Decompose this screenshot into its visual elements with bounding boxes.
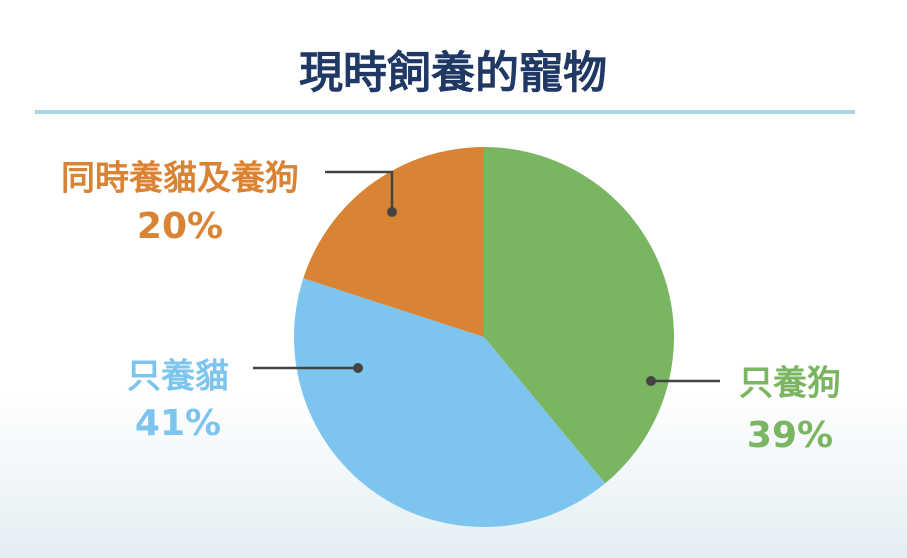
category-label: 只養貓 [127, 357, 229, 397]
value-label: 20% [137, 206, 223, 247]
category-label: 只養狗 [739, 364, 841, 404]
chart-title: 現時飼養的寵物 [299, 48, 607, 99]
value-label: 41% [135, 403, 221, 444]
leader-dot [387, 207, 397, 217]
pie-slice [484, 147, 674, 484]
leader-dot [353, 363, 363, 373]
category-label: 同時養貓及養狗 [61, 159, 299, 199]
pie-slice [303, 147, 484, 337]
value-label: 39% [747, 415, 833, 456]
pie-slice [294, 278, 606, 527]
leader-line [325, 170, 394, 212]
leader-dot [646, 376, 656, 386]
